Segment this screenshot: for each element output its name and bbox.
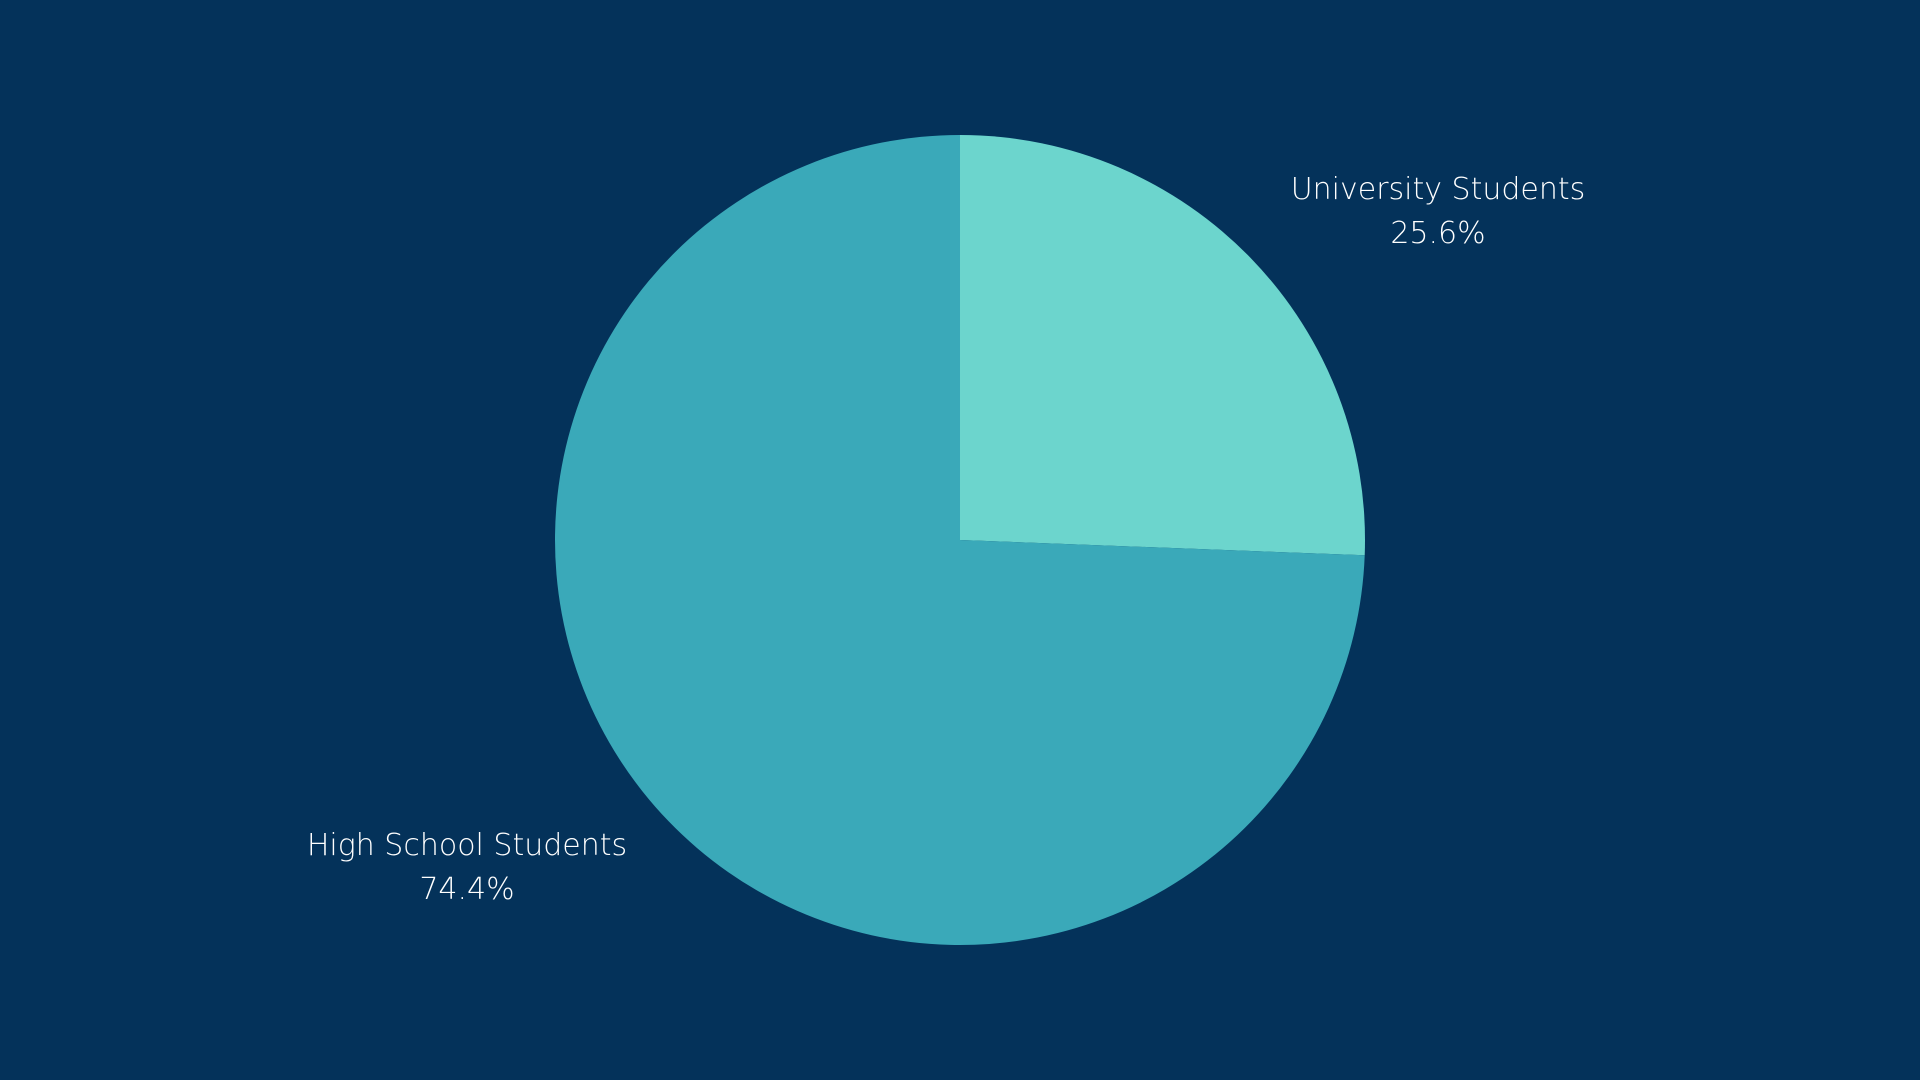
pie-slice-high-school-students — [555, 135, 1365, 945]
pie-slice-university-students — [960, 135, 1365, 556]
slice-label-university-students: University Students — [1291, 172, 1586, 207]
slice-label-high-school-students: High School Students — [307, 828, 627, 863]
slice-value-high-school-students: 74.4% — [419, 872, 514, 907]
slice-value-university-students: 25.6% — [1390, 216, 1485, 251]
